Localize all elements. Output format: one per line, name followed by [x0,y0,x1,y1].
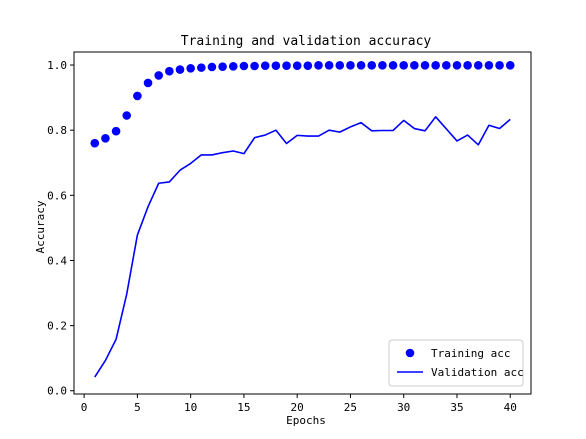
x-tick-label: 30 [397,401,410,414]
data-point-training-acc [505,61,515,70]
data-point-training-acc [410,61,419,70]
data-point-training-acc [484,61,494,70]
data-point-training-acc [324,61,334,70]
data-point-training-acc [122,111,132,120]
data-point-training-acc [335,61,345,70]
legend-entry-label: Validation acc [431,366,524,379]
x-tick-label: 0 [81,401,88,414]
data-point-training-acc [197,63,206,72]
data-point-training-acc [143,78,153,88]
x-tick-label: 40 [504,401,517,414]
y-tick-label: 0.8 [47,124,67,137]
data-point-training-acc [207,62,217,72]
legend-entry-label: Training acc [431,347,510,360]
chart-title: Training and validation accuracy [181,34,432,49]
y-tick-label: 1.0 [47,59,67,72]
x-tick-label: 25 [344,401,357,414]
data-point-training-acc [239,61,249,71]
x-tick-label: 10 [184,401,197,414]
data-point-training-acc [442,61,451,70]
y-axis-label: Accuracy [34,200,47,253]
data-point-training-acc [388,61,398,70]
y-tick-label: 0.6 [47,189,67,202]
data-point-training-acc [101,134,110,143]
x-axis-label: Epochs [286,414,326,427]
plot-area [73,51,532,395]
legend-box [388,339,524,387]
data-point-training-acc [218,62,227,71]
data-point-training-acc [260,61,270,70]
data-point-training-acc [314,61,323,70]
x-tick-label: 5 [134,401,141,414]
y-tick-label: 0.2 [47,320,67,333]
axis-ticks: 0 5 10 15 20 25 30 35 40 0.0 0.2 0.4 0.6 0.8 1.0 [47,59,517,414]
series-line-validation-acc [94,116,511,378]
data-point-training-acc [495,61,504,70]
data-point-training-acc [250,61,259,71]
x-tick-label: 15 [237,401,250,414]
data-point-training-acc [420,61,430,70]
data-point-training-acc [228,62,238,71]
data-point-training-acc [356,61,366,70]
data-point-training-acc [346,61,355,70]
x-tick-label: 35 [450,401,463,414]
data-point-training-acc [367,61,377,70]
data-point-training-acc [186,63,195,73]
legend-marker-training-acc [405,348,415,358]
data-point-training-acc [90,138,100,148]
data-point-training-acc [473,61,483,70]
data-point-training-acc [463,61,472,70]
data-point-training-acc [175,65,185,74]
data-point-training-acc [282,61,291,70]
data-point-training-acc [165,66,174,76]
data-point-training-acc [133,91,142,101]
data-point-training-acc [154,71,163,80]
y-tick-label: 0.0 [47,385,67,398]
x-tick-label: 20 [291,401,304,414]
data-point-training-acc [431,61,440,70]
y-tick-label: 0.4 [47,254,67,267]
data-point-training-acc [271,61,281,70]
legend: Training acc Validation acc [388,339,524,387]
axes-frame [73,51,532,395]
data-point-training-acc [292,61,302,70]
data-point-training-acc [111,126,121,136]
data-point-training-acc [303,61,313,70]
data-point-training-acc [399,61,409,70]
data-point-training-acc [452,61,462,70]
data-point-training-acc [378,61,387,70]
